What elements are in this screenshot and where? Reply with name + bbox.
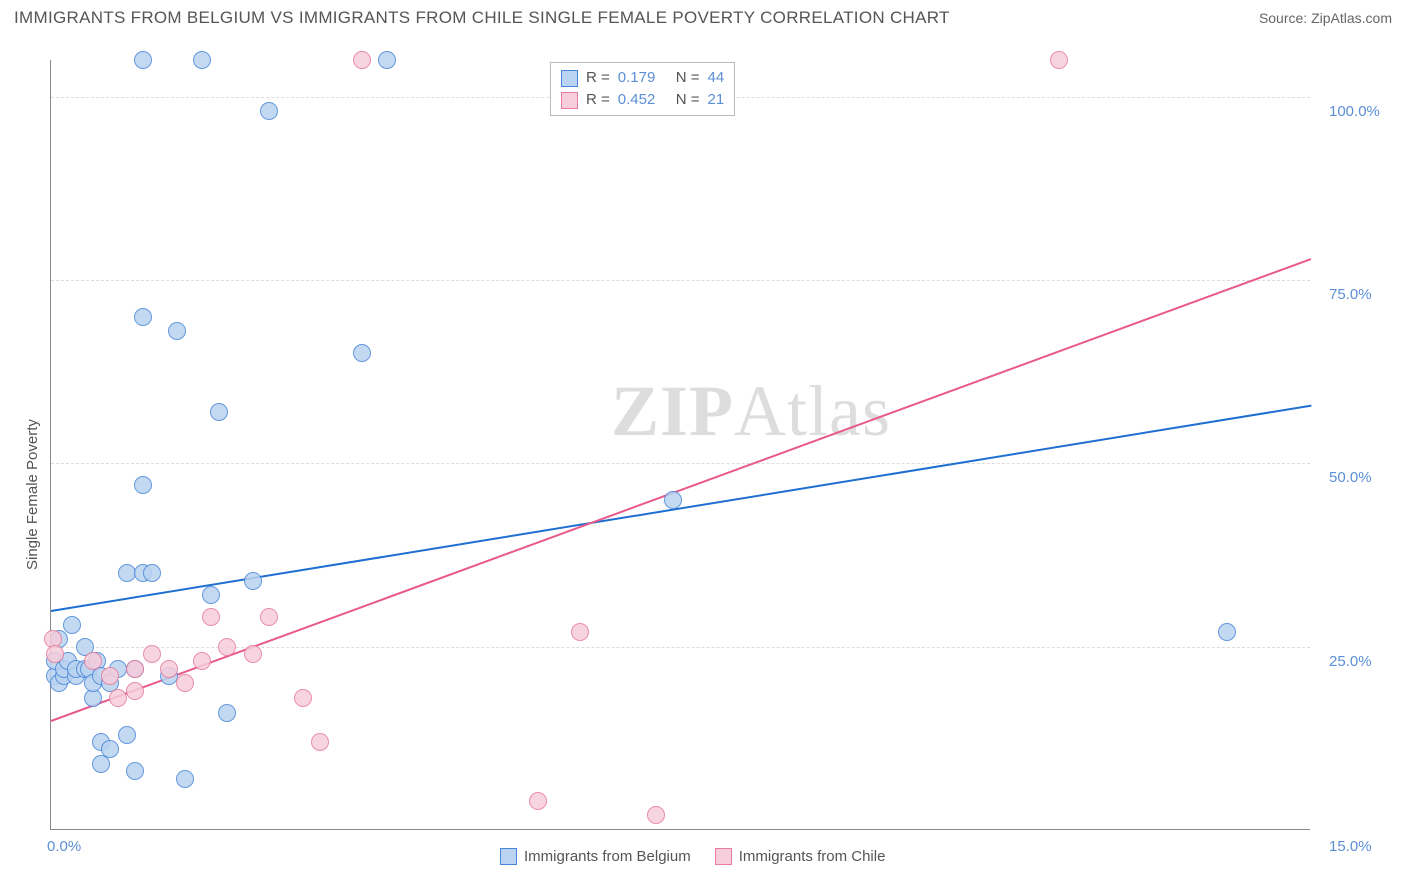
legend-item: Immigrants from Chile [715, 848, 886, 865]
data-point [218, 704, 236, 722]
r-value: 0.452 [618, 89, 668, 111]
legend-item: Immigrants from Belgium [500, 848, 691, 865]
watermark: ZIPAtlas [611, 370, 891, 453]
trend-line [51, 405, 1311, 612]
data-point [168, 322, 186, 340]
source-attribution: Source: ZipAtlas.com [1259, 10, 1392, 26]
data-point [647, 806, 665, 824]
data-point [202, 608, 220, 626]
y-axis-title: Single Female Poverty [24, 419, 41, 570]
data-point [664, 491, 682, 509]
watermark-bold: ZIP [611, 371, 734, 451]
data-point [126, 682, 144, 700]
data-point [126, 762, 144, 780]
legend-label: Immigrants from Belgium [524, 848, 691, 865]
data-point [126, 660, 144, 678]
data-point [218, 638, 236, 656]
data-point [101, 667, 119, 685]
trend-line [51, 258, 1312, 722]
data-point [571, 623, 589, 641]
data-point [118, 726, 136, 744]
n-value: 21 [708, 89, 725, 111]
data-point [1218, 623, 1236, 641]
n-label: N = [676, 89, 700, 111]
data-point [353, 344, 371, 362]
data-point [176, 674, 194, 692]
gridline [51, 280, 1310, 281]
data-point [260, 608, 278, 626]
y-tick-label: 25.0% [1329, 653, 1372, 670]
legend-stat-row: R = 0.452 N = 21 [561, 89, 724, 111]
y-tick-label: 100.0% [1329, 103, 1380, 120]
gridline [51, 647, 1310, 648]
data-point [143, 645, 161, 663]
data-point [378, 51, 396, 69]
plot-area: ZIPAtlas 25.0%50.0%75.0%100.0%0.0%15.0% [50, 60, 1310, 830]
data-point [193, 51, 211, 69]
data-point [1050, 51, 1068, 69]
data-point [244, 572, 262, 590]
legend-stat-row: R = 0.179 N = 44 [561, 67, 724, 89]
x-tick-label: 15.0% [1329, 838, 1372, 855]
correlation-legend: R = 0.179 N = 44 R = 0.452 N = 21 [550, 62, 735, 116]
data-point [46, 645, 64, 663]
legend-swatch [500, 848, 517, 865]
y-tick-label: 50.0% [1329, 469, 1372, 486]
data-point [244, 645, 262, 663]
data-point [260, 102, 278, 120]
r-value: 0.179 [618, 67, 668, 89]
data-point [202, 586, 220, 604]
chart-title: IMMIGRANTS FROM BELGIUM VS IMMIGRANTS FR… [14, 8, 950, 28]
r-label: R = [586, 67, 610, 89]
n-value: 44 [708, 67, 725, 89]
data-point [210, 403, 228, 421]
legend-label: Immigrants from Chile [739, 848, 886, 865]
legend-swatch [561, 92, 578, 109]
data-point [160, 660, 178, 678]
r-label: R = [586, 89, 610, 111]
data-point [134, 476, 152, 494]
data-point [353, 51, 371, 69]
data-point [176, 770, 194, 788]
watermark-rest: Atlas [734, 371, 891, 451]
legend-swatch [715, 848, 732, 865]
chart-header: IMMIGRANTS FROM BELGIUM VS IMMIGRANTS FR… [14, 8, 1392, 28]
data-point [529, 792, 547, 810]
data-point [63, 616, 81, 634]
y-tick-label: 75.0% [1329, 286, 1372, 303]
data-point [84, 652, 102, 670]
data-point [109, 689, 127, 707]
data-point [101, 740, 119, 758]
data-point [311, 733, 329, 751]
data-point [143, 564, 161, 582]
chart-container: Single Female Poverty ZIPAtlas 25.0%50.0… [50, 40, 1310, 830]
x-tick-label: 0.0% [47, 838, 81, 855]
n-label: N = [676, 67, 700, 89]
legend-swatch [561, 70, 578, 87]
data-point [294, 689, 312, 707]
data-point [134, 308, 152, 326]
series-legend: Immigrants from Belgium Immigrants from C… [500, 848, 885, 865]
data-point [118, 564, 136, 582]
data-point [134, 51, 152, 69]
data-point [193, 652, 211, 670]
gridline [51, 463, 1310, 464]
